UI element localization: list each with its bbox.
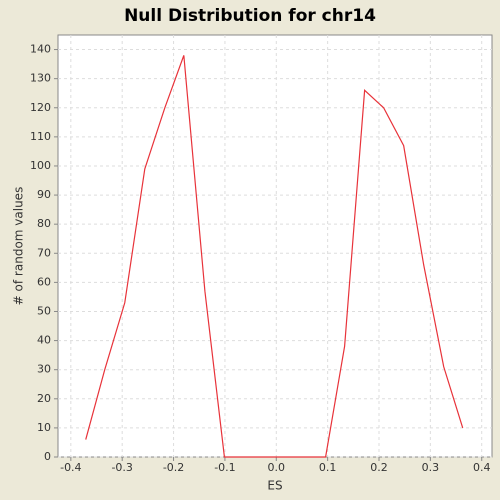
y-tick-label: 90 [37, 188, 51, 201]
y-tick-label: 110 [30, 130, 51, 143]
x-tick-label: 0.4 [473, 461, 491, 474]
x-axis-label: ES [267, 479, 282, 493]
x-tick-label: -0.2 [163, 461, 184, 474]
y-tick-label: 130 [30, 72, 51, 85]
plot-area [57, 34, 493, 458]
x-tick-label: 0.3 [422, 461, 440, 474]
x-tick-label: -0.4 [60, 461, 81, 474]
y-tick-label: 120 [30, 101, 51, 114]
chart-title: Null Distribution for chr14 [124, 6, 376, 26]
y-tick-label: 140 [30, 43, 51, 56]
x-tick-label: 0.0 [268, 461, 286, 474]
y-tick-label: 10 [37, 421, 51, 434]
y-tick-label: 70 [37, 246, 51, 259]
x-tick-label: 0.2 [370, 461, 388, 474]
x-tick-label: 0.1 [319, 461, 337, 474]
y-axis-label: # of random values [12, 187, 26, 306]
y-tick-label: 30 [37, 363, 51, 376]
x-tick-label: -0.1 [214, 461, 235, 474]
y-tick-label: 40 [37, 334, 51, 347]
data-line [85, 55, 464, 458]
y-tick-label: 60 [37, 275, 51, 288]
y-tick-label: 20 [37, 392, 51, 405]
x-tick-label: -0.3 [111, 461, 132, 474]
y-tick-label: 100 [30, 159, 51, 172]
y-tick-label: 50 [37, 304, 51, 317]
y-tick-label: 0 [44, 450, 51, 463]
y-tick-label: 80 [37, 217, 51, 230]
